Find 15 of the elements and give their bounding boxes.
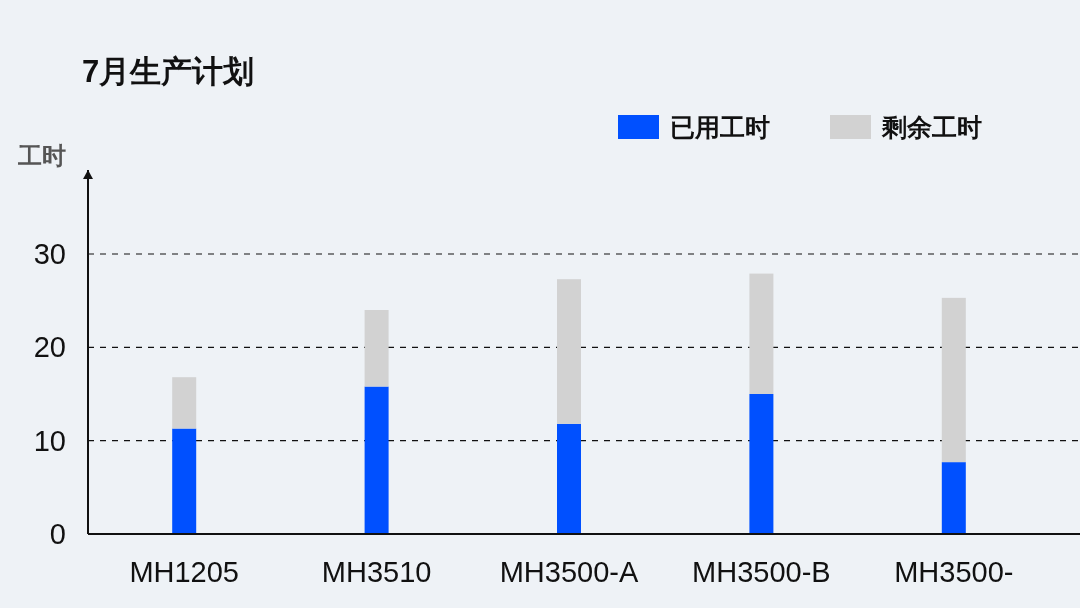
ytick: 10 xyxy=(33,424,66,457)
ytick: 0 xyxy=(49,518,66,550)
legend-item: 剩余工时 xyxy=(830,113,982,141)
xtick: MH3500-A xyxy=(499,556,639,588)
xtick: MH1205 xyxy=(129,556,239,588)
ylabel: 工时 xyxy=(18,142,66,169)
xtick: MH3500-B xyxy=(692,556,831,588)
ytick: 20 xyxy=(33,331,66,364)
legend-item: 已用工时 xyxy=(618,113,770,141)
title: 7月生产计划 xyxy=(82,54,255,89)
legend-label: 剩余工时 xyxy=(881,113,982,141)
xtick: MH3500- xyxy=(894,556,1014,588)
ytick: 30 xyxy=(33,238,66,270)
xtick: MH3510 xyxy=(321,556,432,588)
legend-label: 已用工时 xyxy=(670,113,770,141)
